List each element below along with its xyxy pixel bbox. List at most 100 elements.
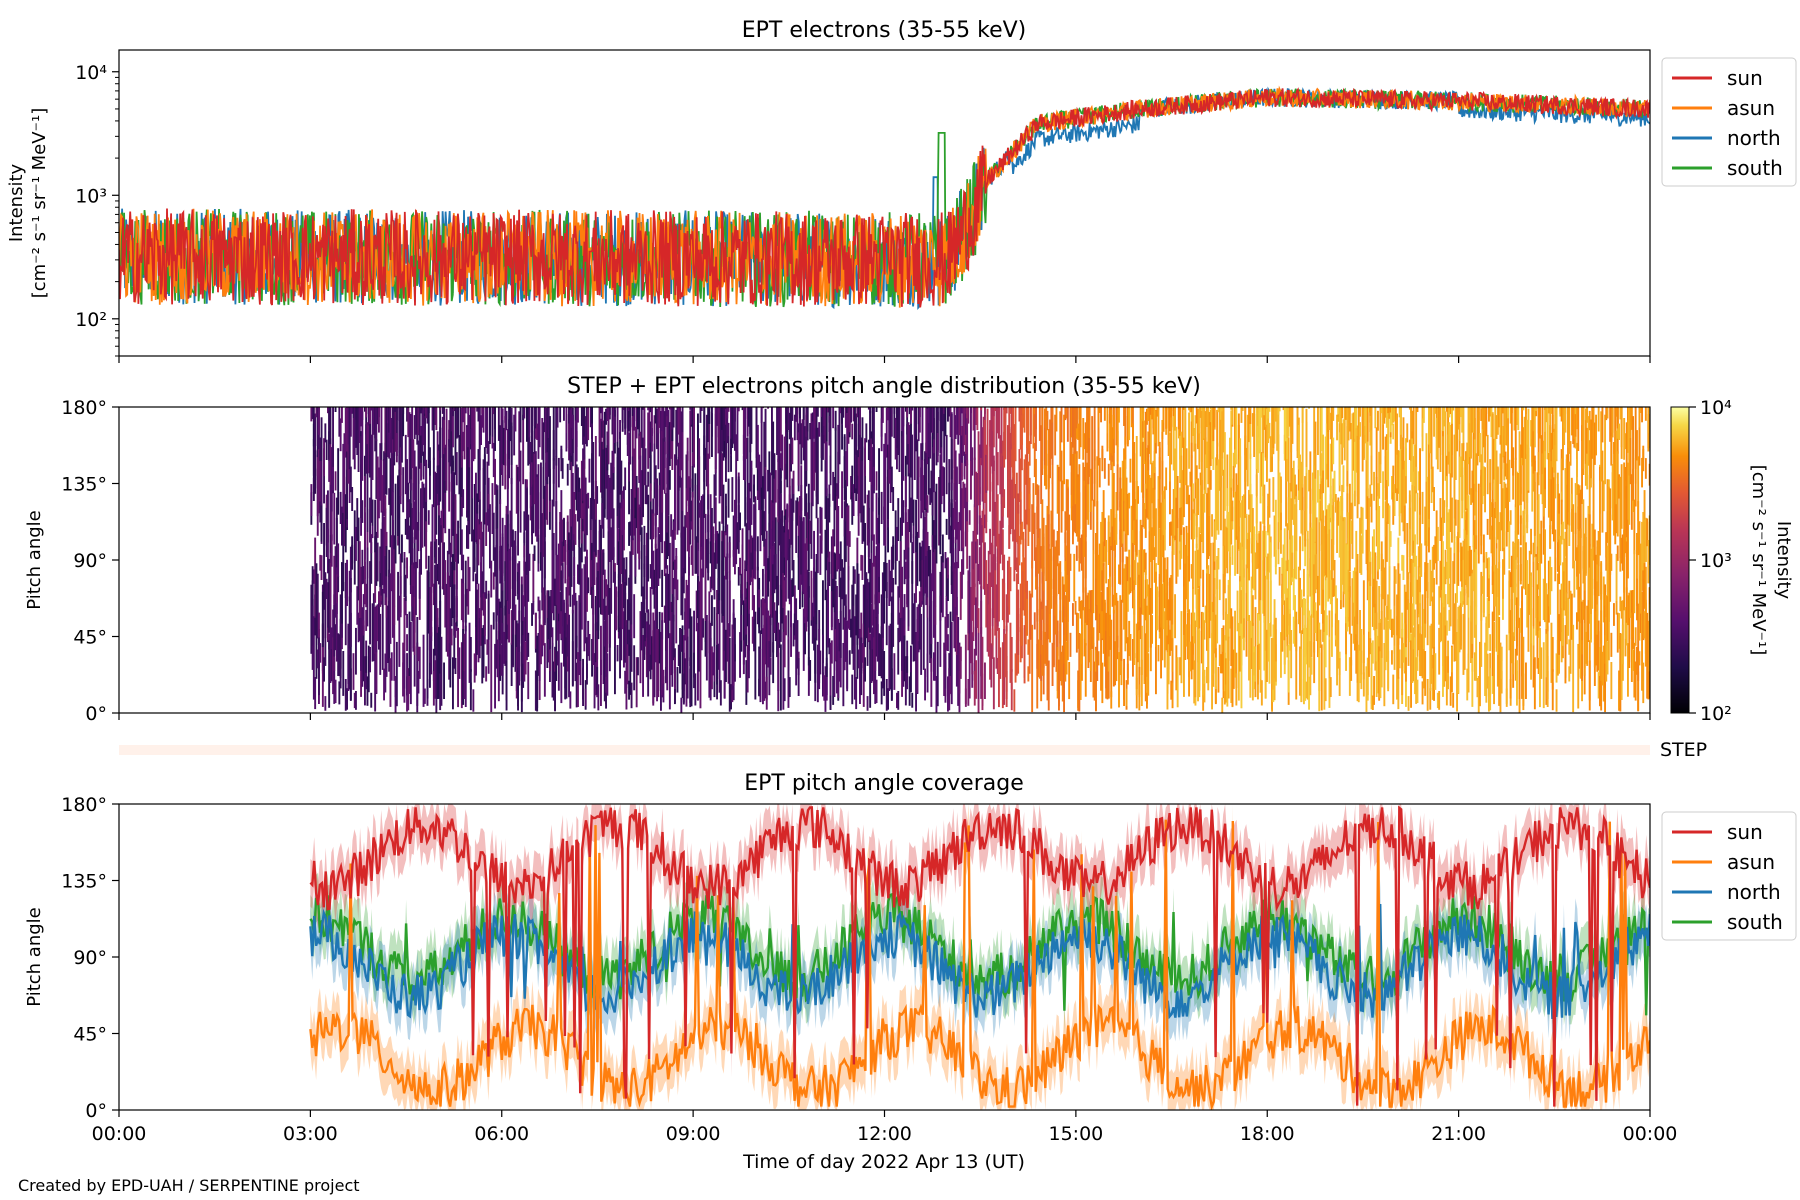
heatmap-cell	[1461, 407, 1464, 433]
heatmap-cell	[824, 666, 827, 712]
heatmap-cell	[652, 630, 655, 706]
heatmap-cell	[577, 491, 579, 522]
heatmap-cell	[1408, 528, 1411, 574]
heatmap-cell	[902, 607, 905, 687]
heatmap-cell	[619, 502, 621, 554]
heatmap-cell	[1237, 413, 1240, 497]
heatmap-cell	[1251, 413, 1254, 437]
series-sun-intensity-line	[119, 87, 1650, 308]
heatmap-cell	[1323, 526, 1326, 577]
heatmap-cell	[1309, 641, 1312, 696]
heatmap-cell	[1494, 407, 1497, 469]
heatmap-cell	[1156, 586, 1159, 631]
heatmap-cell	[1484, 407, 1486, 463]
heatmap-cell	[1282, 544, 1285, 605]
heatmap-cell	[531, 603, 533, 626]
heatmap-cell	[665, 493, 667, 569]
heatmap-cell	[312, 423, 315, 447]
heatmap-cell	[389, 407, 392, 453]
heatmap-cell	[649, 564, 652, 579]
heatmap-cell	[1248, 615, 1250, 681]
heatmap-cell	[1466, 534, 1469, 588]
heatmap-cell	[1128, 407, 1131, 441]
heatmap-cell	[935, 407, 938, 466]
heatmap-cell	[1422, 608, 1425, 650]
heatmap-cell	[1475, 491, 1478, 555]
heatmap-cell	[977, 431, 980, 506]
heatmap-cell	[1333, 470, 1336, 502]
heatmap-cell	[912, 603, 915, 662]
heatmap-cell	[1092, 550, 1095, 614]
heatmap-cell	[1507, 416, 1509, 465]
heatmap-cell	[348, 644, 351, 661]
heatmap-cell	[1190, 407, 1193, 413]
heatmap-cell	[740, 573, 743, 652]
heatmap-cell	[973, 670, 976, 706]
heatmap-cell	[852, 566, 855, 641]
heatmap-cell	[1045, 416, 1048, 466]
heatmap-cell	[964, 434, 967, 455]
heatmap-cell	[1473, 552, 1476, 638]
heatmap-cell	[462, 583, 465, 650]
heatmap-cell	[1192, 407, 1194, 436]
heatmap-cell	[1003, 583, 1006, 650]
heatmap-cell	[834, 553, 837, 580]
heatmap-cell	[425, 407, 428, 419]
heatmap-cell	[748, 539, 750, 610]
heatmap-cell	[873, 637, 875, 695]
heatmap-cell	[1089, 612, 1092, 682]
heatmap-cell	[753, 619, 755, 652]
heatmap-cell	[407, 668, 410, 711]
heatmap-cell	[1253, 652, 1256, 676]
heatmap-cell	[349, 612, 352, 701]
heatmap-cell	[767, 558, 769, 597]
heatmap-cell	[670, 407, 673, 459]
heatmap-cell	[421, 407, 424, 411]
heatmap-cell	[455, 452, 458, 486]
heatmap-cell	[699, 551, 702, 601]
heatmap-cell	[605, 605, 607, 677]
heatmap-cell	[1458, 605, 1461, 653]
heatmap-cell	[1038, 407, 1041, 441]
heatmap-cell	[1088, 417, 1091, 477]
heatmap-cell	[1230, 410, 1233, 488]
heatmap-cell	[700, 495, 703, 547]
heatmap-cell	[1010, 669, 1013, 690]
heatmap-cell	[1195, 407, 1198, 424]
heatmap-cell	[500, 644, 503, 676]
heatmap-cell	[732, 629, 735, 686]
heatmap-cell	[1073, 407, 1076, 463]
heatmap-cell	[1153, 467, 1156, 490]
heatmap-cell	[605, 579, 607, 597]
heatmap-cell	[734, 499, 736, 575]
heatmap-cell	[852, 605, 855, 646]
heatmap-cell	[1126, 556, 1129, 588]
heatmap-cell	[1332, 506, 1335, 571]
heatmap-cell	[606, 431, 609, 458]
heatmap-cell	[920, 443, 923, 501]
heatmap-cell	[349, 546, 352, 593]
heatmap-cell	[1151, 462, 1153, 504]
heatmap-cell	[1496, 407, 1499, 435]
heatmap-cell	[402, 467, 405, 513]
heatmap-cell	[552, 458, 555, 507]
heatmap-cell	[880, 491, 883, 524]
heatmap-cell	[1123, 667, 1125, 706]
heatmap-cell	[1299, 646, 1301, 696]
heatmap-cell	[460, 642, 463, 709]
heatmap-cell	[342, 512, 345, 592]
heatmap-cell	[1157, 645, 1160, 662]
heatmap-cell	[1411, 484, 1414, 556]
heatmap-cell	[1027, 461, 1030, 526]
heatmap-cell	[996, 407, 999, 434]
heatmap-cell	[947, 574, 949, 601]
heatmap-cell	[959, 646, 962, 679]
heatmap-cell	[543, 519, 546, 579]
heatmap-cell	[973, 648, 976, 681]
heatmap-cell	[344, 494, 347, 553]
heatmap-cell	[1075, 612, 1078, 653]
heatmap-cell	[779, 453, 782, 479]
heatmap-cell	[538, 407, 541, 448]
heatmap-cell	[489, 504, 491, 569]
